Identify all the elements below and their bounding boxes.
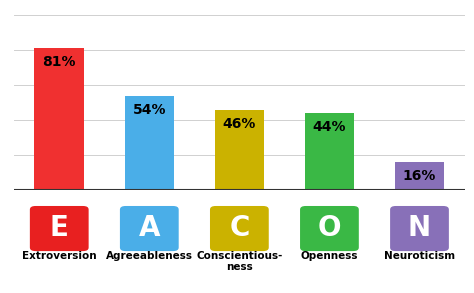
Bar [35, 48, 84, 190]
Text: O: O [318, 214, 341, 242]
Text: 44%: 44% [313, 120, 346, 134]
Text: 54%: 54% [133, 103, 166, 117]
Text: A: A [138, 214, 160, 242]
Bar [215, 110, 264, 190]
Text: 46%: 46% [223, 117, 256, 131]
Text: Agreeableness: Agreeableness [106, 251, 193, 260]
Text: 16%: 16% [403, 169, 436, 183]
Text: C: C [229, 214, 249, 242]
Text: Extroversion: Extroversion [22, 251, 97, 260]
Text: Conscientious-
ness: Conscientious- ness [196, 251, 283, 272]
Text: Neuroticism: Neuroticism [384, 251, 455, 260]
Bar [125, 96, 174, 190]
Bar [395, 162, 444, 190]
Text: N: N [408, 214, 431, 242]
Text: E: E [50, 214, 69, 242]
Bar [305, 113, 354, 190]
Text: 81%: 81% [43, 55, 76, 69]
Text: Openness: Openness [301, 251, 358, 260]
